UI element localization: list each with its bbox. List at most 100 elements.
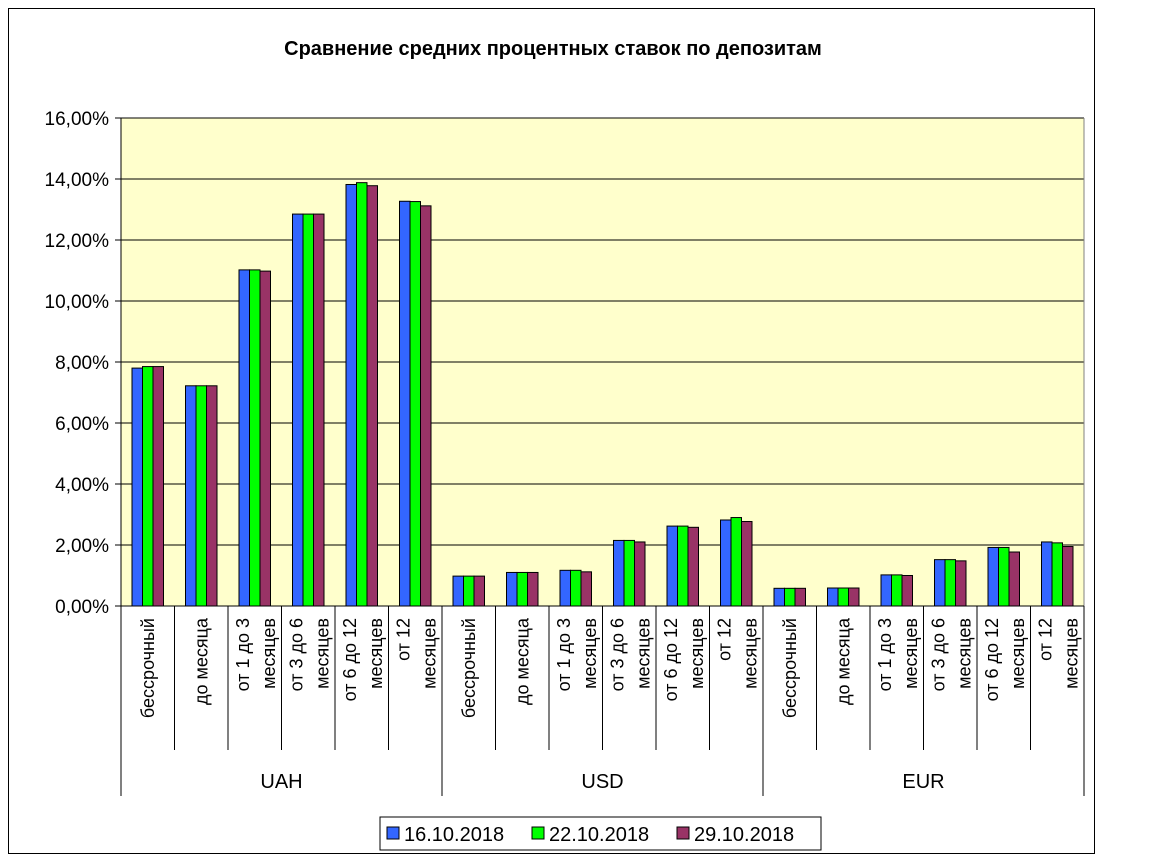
bar bbox=[773, 587, 785, 607]
bar bbox=[302, 213, 314, 607]
y-tick-label: 10,00% bbox=[45, 292, 110, 313]
bar bbox=[185, 385, 197, 607]
bar bbox=[623, 539, 635, 607]
bar bbox=[837, 587, 849, 607]
bar bbox=[955, 560, 967, 607]
category-label: месяцев bbox=[312, 618, 332, 689]
bar bbox=[516, 571, 528, 607]
category-label: от 6 до 12 bbox=[340, 618, 360, 701]
y-tick-label: 4,00% bbox=[55, 475, 109, 496]
category-label: месяцев bbox=[740, 618, 760, 689]
bar bbox=[580, 571, 592, 607]
y-tick-label: 16,00% bbox=[45, 109, 110, 130]
bar bbox=[1062, 546, 1074, 607]
category-label: от 6 до 12 bbox=[982, 618, 1002, 701]
bar bbox=[570, 569, 582, 607]
bar bbox=[730, 517, 742, 607]
bar bbox=[420, 205, 432, 607]
bar bbox=[677, 525, 689, 607]
bar bbox=[195, 385, 207, 607]
bar bbox=[666, 525, 678, 607]
bar bbox=[452, 575, 464, 607]
category-label: до месяца bbox=[833, 617, 853, 705]
bar bbox=[784, 587, 796, 607]
bar bbox=[463, 575, 475, 607]
bar bbox=[131, 367, 143, 607]
category-label: от 12 bbox=[1035, 618, 1055, 661]
y-tick-label: 0,00% bbox=[55, 597, 109, 618]
legend-swatch bbox=[386, 826, 400, 840]
group-label: USD bbox=[581, 771, 623, 793]
group-label: EUR bbox=[902, 771, 944, 793]
category-label: месяцев bbox=[687, 618, 707, 689]
y-tick-label: 14,00% bbox=[45, 170, 110, 191]
bar bbox=[409, 201, 421, 607]
y-tick-label: 6,00% bbox=[55, 414, 109, 435]
bar bbox=[891, 574, 903, 607]
bar bbox=[901, 575, 913, 607]
category-label: от 1 до 3 bbox=[875, 618, 895, 691]
category-label: от 3 до 6 bbox=[286, 618, 306, 691]
category-label: месяцев bbox=[633, 618, 653, 689]
bar bbox=[506, 571, 518, 607]
bar bbox=[827, 587, 839, 607]
category-label: месяцев bbox=[366, 618, 386, 689]
legend bbox=[379, 816, 822, 851]
bar bbox=[152, 366, 164, 607]
bar-chart: Сравнение средних процентных ставок по д… bbox=[45, 38, 1085, 851]
chart-title: Сравнение средних процентных ставок по д… bbox=[284, 38, 822, 60]
bar bbox=[142, 366, 154, 607]
bar bbox=[1051, 542, 1063, 607]
category-label: месяцев bbox=[901, 618, 921, 689]
bar bbox=[1008, 551, 1020, 607]
bar bbox=[249, 269, 261, 607]
bar bbox=[741, 521, 753, 607]
legend-label: 29.10.2018 bbox=[694, 824, 794, 846]
bar bbox=[473, 575, 485, 607]
bar bbox=[944, 559, 956, 607]
bar bbox=[292, 213, 304, 607]
legend-swatch bbox=[676, 826, 690, 840]
bar bbox=[238, 269, 250, 607]
category-label: от 12 bbox=[714, 618, 734, 661]
bar bbox=[687, 526, 699, 607]
bar bbox=[206, 385, 218, 607]
bar bbox=[848, 587, 860, 607]
bar bbox=[794, 587, 806, 607]
bar bbox=[366, 185, 378, 607]
bar bbox=[998, 546, 1010, 607]
category-label: от 1 до 3 bbox=[554, 618, 574, 691]
bar bbox=[934, 559, 946, 607]
legend-label: 16.10.2018 bbox=[404, 824, 504, 846]
category-label: бессрочный bbox=[780, 618, 800, 718]
bar bbox=[399, 200, 411, 607]
y-tick-label: 12,00% bbox=[45, 231, 110, 252]
category-label: от 3 до 6 bbox=[607, 618, 627, 691]
bar bbox=[527, 571, 539, 607]
bar bbox=[987, 546, 999, 607]
group-label: UAH bbox=[260, 771, 302, 793]
category-label: месяцев bbox=[580, 618, 600, 689]
category-label: месяцев bbox=[259, 618, 279, 689]
category-label: до месяца bbox=[191, 617, 211, 705]
bar bbox=[720, 519, 732, 607]
category-label: бессрочный bbox=[459, 618, 479, 718]
bar bbox=[259, 270, 271, 607]
bar bbox=[313, 213, 325, 607]
bar bbox=[880, 574, 892, 607]
bar bbox=[356, 182, 368, 607]
category-label: до месяца bbox=[512, 617, 532, 705]
category-label: месяцев bbox=[419, 618, 439, 689]
y-tick-label: 8,00% bbox=[55, 353, 109, 374]
bar bbox=[345, 183, 357, 607]
category-label: от 12 bbox=[393, 618, 413, 661]
category-label: бессрочный bbox=[138, 618, 158, 718]
category-label: месяцев bbox=[954, 618, 974, 689]
category-label: месяцев bbox=[1061, 618, 1081, 689]
legend-label: 22.10.2018 bbox=[549, 824, 649, 846]
bar bbox=[559, 569, 571, 607]
chart-frame: Сравнение средних процентных ставок по д… bbox=[8, 8, 1095, 854]
bar bbox=[613, 539, 625, 607]
legend-swatch bbox=[531, 826, 545, 840]
bar bbox=[634, 541, 646, 607]
